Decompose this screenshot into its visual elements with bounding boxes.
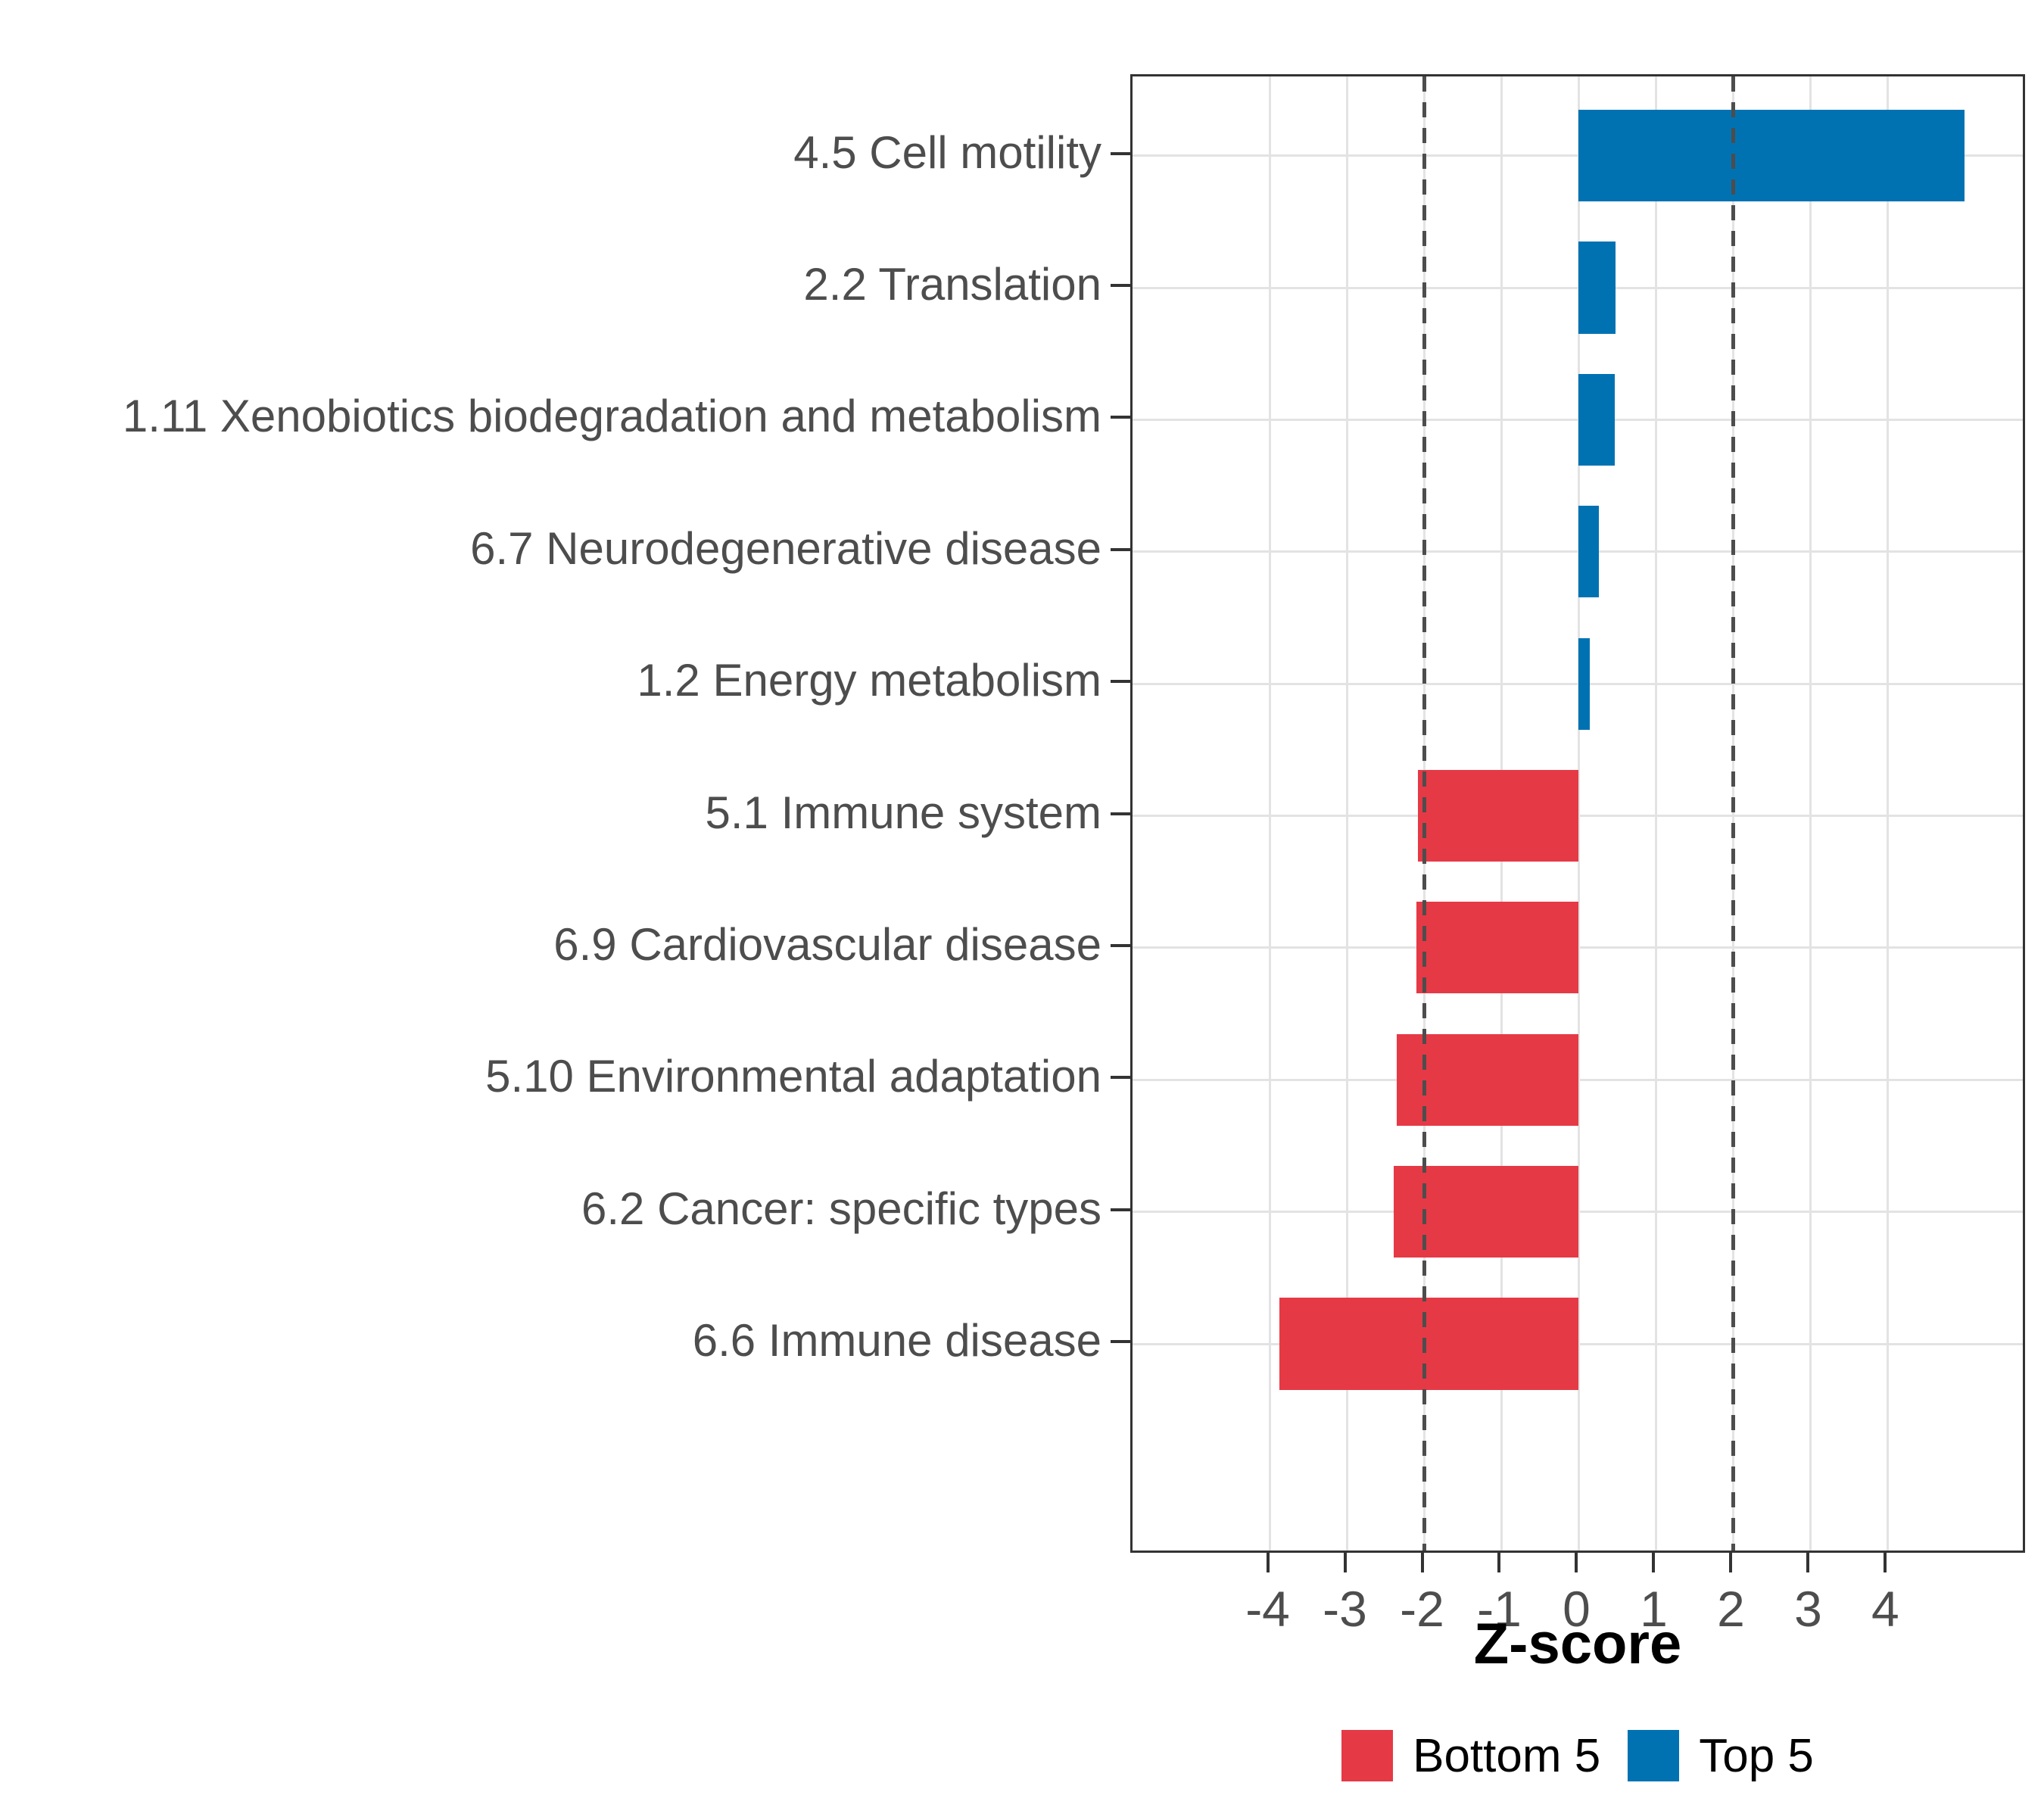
- legend-swatch-bottom5: [1341, 1730, 1394, 1781]
- x-axis-tick-label: -2: [1400, 1581, 1444, 1637]
- x-axis-tick-label: -1: [1477, 1581, 1522, 1637]
- x-axis-tick: [1575, 1553, 1578, 1572]
- bar-top: [1578, 242, 1616, 334]
- gridline-vertical: [1269, 76, 1272, 1551]
- bar-top: [1578, 506, 1599, 598]
- y-axis-tick: [1111, 943, 1130, 947]
- gridline-vertical: [1577, 76, 1580, 1551]
- y-axis-tick: [1111, 1076, 1130, 1080]
- x-axis-tick-label: 2: [1717, 1581, 1745, 1637]
- legend-swatch-top5: [1628, 1730, 1680, 1781]
- bar-bottom: [1393, 1166, 1579, 1258]
- legend-item-top5: Top 5: [1628, 1729, 1814, 1783]
- y-axis-label: 6.2 Cancer: specific types: [581, 1183, 1101, 1234]
- y-axis-label: 1.11 Xenobiotics biodegradation and meta…: [122, 391, 1101, 442]
- y-axis-tick: [1111, 547, 1130, 551]
- y-axis-label: 6.9 Cardiovascular disease: [553, 918, 1101, 970]
- y-axis-label: 2.2 Translation: [803, 259, 1101, 310]
- y-axis-label: 4.5 Cell motility: [793, 126, 1101, 178]
- bar-top: [1578, 373, 1616, 466]
- legend-label-top5: Top 5: [1699, 1729, 1814, 1782]
- gridline-vertical: [1886, 76, 1889, 1551]
- gridline-vertical: [1346, 76, 1349, 1551]
- legend: Bottom 5 Top 5: [1130, 1729, 2025, 1783]
- plot-panel: [1130, 74, 2025, 1553]
- bar-top: [1578, 110, 1965, 202]
- bar-bottom: [1396, 1033, 1579, 1126]
- x-axis-tick: [1420, 1553, 1424, 1572]
- x-axis-tick-label: 4: [1871, 1581, 1899, 1637]
- x-axis-tick-label: -3: [1323, 1581, 1367, 1637]
- y-axis-tick: [1111, 151, 1130, 155]
- bar-top: [1578, 637, 1590, 730]
- y-axis-tick: [1111, 1208, 1130, 1211]
- guide-line-dashed: [1422, 76, 1426, 1551]
- bar-bottom: [1418, 769, 1579, 862]
- y-axis-tick: [1111, 680, 1130, 684]
- x-axis-tick-label: 3: [1794, 1581, 1822, 1637]
- x-axis-tick-label: 0: [1563, 1581, 1591, 1637]
- y-axis-label: 5.1 Immune system: [705, 787, 1101, 838]
- x-axis-tick: [1729, 1553, 1733, 1572]
- x-axis-tick: [1497, 1553, 1501, 1572]
- x-axis-tick: [1884, 1553, 1887, 1572]
- y-axis-tick: [1111, 284, 1130, 287]
- y-axis-tick: [1111, 1340, 1130, 1343]
- y-axis-label: 1.2 Energy metabolism: [637, 655, 1101, 706]
- x-axis-title: Z-score: [1473, 1612, 1682, 1676]
- x-axis-tick-label: 1: [1640, 1581, 1668, 1637]
- x-axis-tick: [1652, 1553, 1656, 1572]
- bar-bottom: [1279, 1298, 1579, 1390]
- legend-item-bottom5: Bottom 5: [1341, 1729, 1600, 1783]
- x-axis-tick: [1343, 1553, 1347, 1572]
- gridline-vertical: [1809, 76, 1812, 1551]
- y-axis-label: 6.6 Immune disease: [692, 1315, 1101, 1367]
- gridline-vertical: [1654, 76, 1657, 1551]
- bar-bottom: [1416, 902, 1579, 994]
- y-axis-tick: [1111, 812, 1130, 815]
- y-axis-label: 5.10 Environmental adaptation: [485, 1051, 1101, 1102]
- x-axis-tick-label: -4: [1245, 1581, 1290, 1637]
- y-axis-tick: [1111, 416, 1130, 419]
- y-axis-label: 6.7 Neurodegenerative disease: [470, 522, 1101, 574]
- x-axis-tick: [1266, 1553, 1270, 1572]
- x-axis-tick: [1806, 1553, 1810, 1572]
- guide-line-dashed: [1731, 76, 1735, 1551]
- legend-label-bottom5: Bottom 5: [1413, 1729, 1601, 1782]
